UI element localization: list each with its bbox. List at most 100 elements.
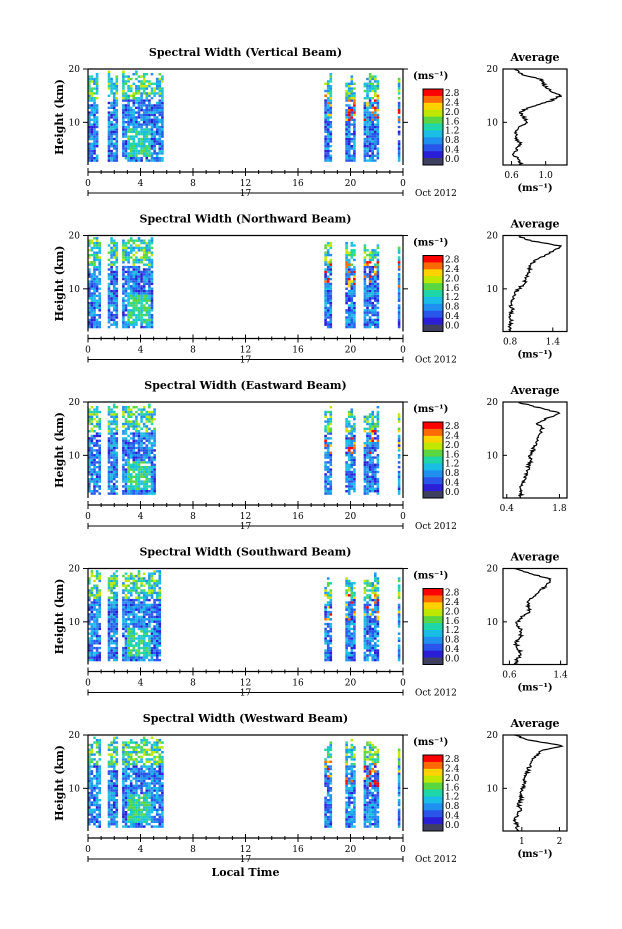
heatmap-cell: [326, 321, 330, 324]
heatmap-cell: [110, 799, 113, 802]
heatmap-cell: [127, 415, 130, 418]
heatmap-cell: [98, 765, 101, 768]
heatmap-cell: [368, 603, 372, 607]
heatmap-cell: [397, 439, 401, 442]
heatmap-cell: [345, 123, 348, 126]
heatmap-cell: [95, 325, 99, 329]
heatmap-cell: [371, 444, 374, 447]
heatmap-cell: [142, 487, 146, 490]
heatmap-cell: [107, 454, 111, 457]
heatmap-cell: [127, 106, 130, 109]
heatmap-cell: [324, 478, 327, 481]
heatmap-cell: [107, 123, 111, 126]
heatmap-cell: [363, 630, 367, 633]
heatmap-cell: [110, 613, 113, 616]
heatmap-cell: [158, 85, 162, 88]
heatmap-cell: [90, 97, 94, 100]
heatmap-cell: [366, 615, 369, 619]
heatmap-cell: [122, 301, 125, 305]
heatmap-cell: [347, 121, 351, 124]
heatmap-cell: [124, 275, 128, 278]
heatmap-cell: [150, 142, 154, 145]
heatmap-cell: [132, 601, 136, 604]
heatmap-cell: [93, 275, 96, 278]
heatmap-cell: [140, 437, 143, 440]
heatmap-cell: [140, 454, 143, 457]
heatmap-cell: [145, 456, 149, 459]
heatmap-cell: [107, 598, 111, 602]
heatmap-cell: [150, 154, 154, 157]
heatmap-cell: [353, 128, 356, 131]
heatmap-cell: [88, 128, 91, 131]
x-tick-label: 12: [240, 346, 251, 356]
heatmap-cell: [345, 92, 348, 95]
heatmap-cell: [350, 415, 354, 418]
heatmap-cell: [129, 106, 133, 109]
heatmap-cell: [371, 415, 374, 418]
heatmap-cell: [115, 451, 119, 454]
heatmap-cell: [135, 301, 138, 305]
heatmap-cell: [129, 147, 133, 150]
heatmap-cell: [90, 642, 94, 645]
heatmap-cell: [353, 456, 356, 459]
heatmap-cell: [107, 642, 111, 645]
heatmap-cell: [153, 468, 156, 471]
heatmap-cell: [158, 82, 162, 85]
heatmap-cell: [132, 598, 136, 602]
heatmap-cell: [137, 627, 141, 631]
heatmap-cell: [107, 644, 111, 647]
heatmap-cell: [140, 270, 143, 274]
heatmap-cell: [95, 801, 99, 804]
heatmap-cell: [132, 154, 136, 157]
colorbar-swatch: [423, 123, 443, 131]
heatmap-cell: [145, 606, 149, 609]
heatmap-cell: [88, 598, 91, 602]
heatmap-cell: [324, 99, 327, 102]
heatmap-cell: [329, 444, 333, 447]
heatmap-cell: [90, 152, 94, 155]
heatmap-cell: [366, 142, 369, 145]
heatmap-cell: [93, 246, 96, 250]
heatmap-cell: [397, 615, 401, 619]
heatmap-cell: [368, 446, 372, 450]
heatmap-cell: [132, 574, 136, 578]
heatmap-cell: [140, 142, 143, 145]
heatmap-cell: [158, 632, 162, 635]
heatmap-cell: [153, 646, 156, 650]
heatmap-cell: [90, 145, 94, 148]
colorbar-swatch: [423, 296, 443, 305]
heatmap-cell: [122, 627, 125, 631]
colorbar-swatch: [423, 657, 443, 665]
heatmap-cell: [347, 454, 351, 457]
heatmap-cell: [374, 627, 377, 631]
heatmap-cell: [371, 311, 374, 314]
heatmap-cell: [366, 294, 369, 298]
heatmap-cell: [353, 316, 356, 319]
heatmap-cell: [112, 109, 116, 112]
heatmap-cell: [107, 147, 111, 150]
heatmap-cell: [329, 430, 333, 433]
heatmap-cell: [347, 451, 351, 454]
heatmap-cell: [142, 275, 146, 278]
heatmap-cell: [142, 473, 146, 476]
heatmap-cell: [95, 256, 99, 259]
heatmap-cell: [350, 287, 354, 290]
heatmap-cell: [110, 446, 113, 450]
heatmap-cell: [107, 275, 111, 278]
heatmap-cell: [366, 418, 369, 421]
heatmap-cell: [137, 249, 141, 252]
heatmap-cell: [129, 87, 133, 90]
heatmap-cell: [366, 444, 369, 447]
heatmap-cell: [368, 442, 372, 445]
heatmap-cell: [350, 263, 354, 266]
heatmap-cell: [132, 273, 136, 276]
heatmap-cell: [135, 147, 138, 150]
heatmap-cell: [127, 251, 130, 254]
heatmap-cell: [127, 159, 130, 162]
heatmap-cell: [107, 799, 111, 802]
heatmap-cell: [145, 454, 149, 457]
heatmap-cell: [122, 313, 125, 317]
heatmap-cell: [95, 294, 99, 298]
heatmap-cell: [329, 99, 333, 102]
heatmap-cell: [376, 622, 380, 626]
